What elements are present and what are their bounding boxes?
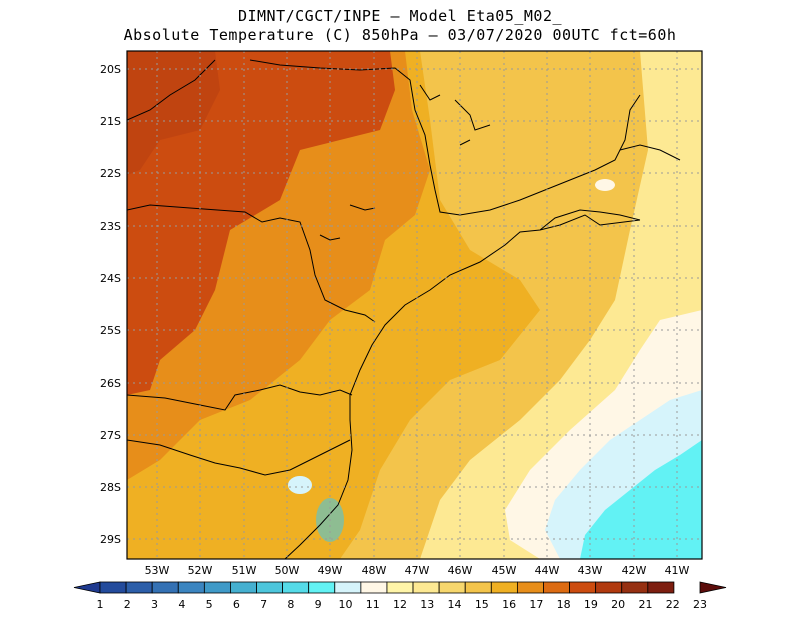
lon-label: 47W	[405, 564, 430, 577]
colorbar-label: 8	[287, 598, 294, 611]
state-border-sp	[127, 204, 376, 323]
state-border-sc-rs	[127, 439, 351, 476]
colorbar-swatch	[543, 581, 570, 594]
lat-label: 26S	[100, 377, 121, 390]
lon-label: 50W	[275, 564, 300, 577]
colorbar-label: 16	[502, 598, 516, 611]
cool-spot-inland	[288, 476, 312, 494]
colorbar-label: 10	[338, 598, 352, 611]
colorbar-label: 13	[420, 598, 434, 611]
longitude-labels: 53W 52W 51W 50W 49W 48W 47W 46W 45W 44W …	[145, 564, 690, 577]
colorbar-label: 4	[178, 598, 185, 611]
colorbar: 1 2 3 4 5 6 7 8 9 10 11 12 13 14 15 16 17 18 19 20 21 22 23	[73, 581, 727, 611]
colorbar-label: 18	[557, 598, 571, 611]
lon-label: 48W	[362, 564, 387, 577]
colorbar-swatch	[464, 581, 492, 594]
colorbar-label: 11	[366, 598, 380, 611]
lake-center	[319, 204, 376, 241]
colorbar-swatch	[569, 581, 597, 594]
lat-label: 20S	[100, 63, 121, 76]
colorbar-label: 15	[475, 598, 489, 611]
state-border-west	[127, 59, 216, 121]
colorbar-label: 23	[693, 598, 707, 611]
colorbar-label: 1	[97, 598, 104, 611]
lon-label: 42W	[622, 564, 647, 577]
colorbar-arrow-left	[73, 581, 101, 594]
colorbar-swatch	[203, 581, 231, 594]
state-border-es	[619, 144, 681, 161]
warm-spot-northeast	[595, 179, 615, 191]
lat-label: 25S	[100, 324, 121, 337]
lon-label: 41W	[665, 564, 690, 577]
plot-frame	[126, 50, 703, 560]
map-title-line-2: Absolute Temperature (C) 850hPa – 03/07/…	[123, 26, 677, 44]
colorbar-swatch	[308, 581, 336, 594]
state-border-mg-rj	[539, 209, 641, 231]
lat-label: 24S	[100, 272, 121, 285]
colorbar-swatch	[490, 581, 518, 594]
colorbar-swatch	[151, 581, 179, 594]
colorbar-label: 6	[233, 598, 240, 611]
colorbar-swatch	[438, 581, 466, 594]
colorbar-label: 20	[611, 598, 625, 611]
lake-north	[419, 84, 491, 146]
colorbar-swatch	[99, 581, 127, 594]
colorbar-label: 7	[260, 598, 267, 611]
lat-label: 28S	[100, 481, 121, 494]
colorbar-label: 22	[666, 598, 680, 611]
colorbar-label: 9	[315, 598, 322, 611]
lon-label: 44W	[535, 564, 560, 577]
graticule	[127, 51, 702, 559]
colorbar-label: 17	[529, 598, 543, 611]
colorbar-label: 14	[448, 598, 462, 611]
colorbar-label: 19	[584, 598, 598, 611]
lon-label: 49W	[318, 564, 343, 577]
colorbar-swatch	[125, 581, 153, 594]
colorbar-swatch	[177, 581, 205, 594]
colorbar-swatch	[256, 581, 284, 594]
lon-label: 51W	[232, 564, 257, 577]
colorbar-swatch	[334, 581, 362, 594]
region-northwest-core	[127, 51, 220, 175]
colorbar-swatch	[647, 581, 675, 594]
lat-label: 23S	[100, 220, 121, 233]
lon-label: 52W	[188, 564, 213, 577]
latitude-labels: 20S 21S 22S 23S 24S 25S 26S 27S 28S 29S	[100, 63, 121, 546]
region-far-west-hot-zone	[127, 51, 395, 395]
colorbar-swatch	[621, 581, 649, 594]
colorbar-label: 3	[151, 598, 158, 611]
colorbar-label: 21	[638, 598, 652, 611]
colorbar-arrow-right	[699, 581, 727, 594]
colorbar-swatch	[282, 581, 310, 594]
map-title-line-1: DIMNT/CGCT/INPE – Model Eta05_M02_	[237, 7, 563, 25]
colorbar-swatch	[386, 581, 414, 594]
colorbar-label: 12	[393, 598, 407, 611]
lon-label: 45W	[492, 564, 517, 577]
lon-label: 53W	[145, 564, 170, 577]
colorbar-swatch	[595, 581, 623, 594]
coastline	[284, 214, 641, 559]
state-border-mg-sp	[249, 59, 641, 216]
colorbar-swatch	[360, 581, 388, 594]
lon-label: 43W	[578, 564, 603, 577]
lat-label: 29S	[100, 533, 121, 546]
colorbar-swatch	[412, 581, 440, 594]
lat-label: 22S	[100, 167, 121, 180]
coastline-and-borders	[127, 59, 681, 559]
colorbar-label: 5	[206, 598, 213, 611]
lat-label: 21S	[100, 115, 121, 128]
colorbar-swatch	[516, 581, 544, 594]
lat-label: 27S	[100, 429, 121, 442]
colorbar-swatch	[230, 581, 257, 594]
temperature-field	[127, 51, 702, 559]
region-ocean-cyan	[580, 440, 702, 559]
state-border-pr-sc	[127, 384, 353, 411]
lon-label: 46W	[448, 564, 473, 577]
colorbar-label: 2	[124, 598, 131, 611]
